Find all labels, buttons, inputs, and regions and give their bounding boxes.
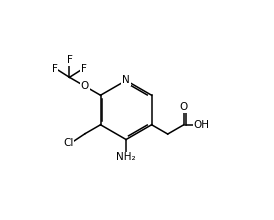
Text: F: F — [52, 64, 58, 74]
Text: O: O — [81, 81, 89, 91]
Text: Cl: Cl — [63, 138, 73, 148]
Text: F: F — [81, 64, 87, 74]
Text: OH: OH — [194, 120, 210, 130]
Text: N: N — [122, 75, 130, 86]
Text: O: O — [180, 102, 188, 112]
Text: NH₂: NH₂ — [116, 152, 136, 162]
Text: F: F — [67, 55, 72, 65]
